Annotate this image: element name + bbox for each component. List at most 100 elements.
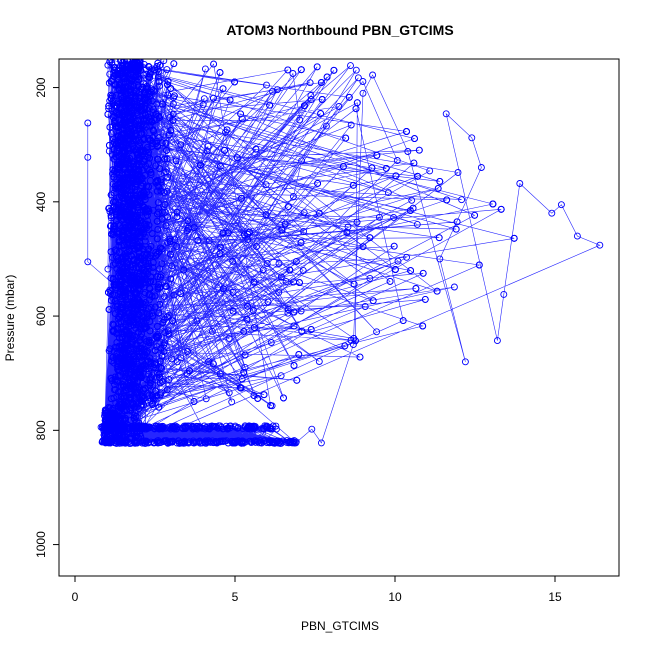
data-point: [255, 439, 263, 447]
data-point: [132, 236, 139, 244]
data-point: [144, 358, 152, 366]
data-point: [116, 310, 124, 318]
data-point: [148, 97, 156, 105]
data-point: [116, 313, 124, 321]
data-point: [298, 327, 306, 335]
data-point: [127, 311, 135, 319]
data-point: [194, 236, 202, 244]
data-point: [247, 439, 255, 447]
data-point: [135, 264, 143, 272]
data-point: [135, 166, 143, 174]
data-point: [132, 136, 140, 144]
data-point: [164, 91, 172, 99]
data-point: [149, 312, 157, 320]
data-point: [267, 339, 275, 346]
data-point: [226, 96, 234, 104]
data-point: [134, 256, 142, 264]
data-point: [190, 224, 198, 232]
data-point: [356, 353, 364, 361]
data-point: [124, 59, 132, 65]
data-point: [161, 155, 169, 163]
data-point: [130, 403, 138, 411]
data-point: [105, 424, 113, 432]
y-tick-label: 600: [34, 306, 48, 326]
data-point: [155, 204, 162, 212]
data-point: [165, 131, 173, 139]
data-point: [111, 291, 119, 299]
data-point: [369, 297, 377, 305]
data-point: [315, 209, 323, 217]
data-point: [117, 189, 125, 197]
data-point: [297, 239, 305, 247]
data-point: [131, 73, 139, 81]
data-point: [415, 146, 423, 154]
data-point: [162, 139, 170, 147]
data-point: [173, 242, 181, 250]
x-tick-label: 10: [388, 590, 402, 604]
data-point: [266, 101, 274, 109]
data-point: [201, 439, 209, 447]
data-point: [145, 63, 153, 70]
data-point: [107, 395, 115, 403]
data-point: [161, 329, 169, 336]
data-point: [153, 392, 160, 400]
data-point: [237, 110, 245, 118]
data-point: [238, 375, 246, 383]
x-tick-label: 5: [232, 590, 239, 604]
data-point: [250, 425, 258, 433]
data-point: [193, 317, 201, 325]
data-point: [278, 226, 286, 234]
data-point: [216, 69, 224, 76]
data-point: [173, 358, 181, 366]
data-point: [404, 148, 412, 155]
data-point: [259, 266, 267, 274]
y-tick-label: 200: [34, 77, 48, 97]
data-point: [284, 203, 292, 211]
data-point: [106, 123, 114, 131]
data-point: [135, 367, 143, 375]
data-point: [368, 164, 376, 172]
data-point: [116, 401, 124, 409]
data-point: [366, 234, 374, 242]
data-point: [253, 243, 261, 251]
data-point: [119, 215, 127, 223]
data-point: [155, 309, 163, 317]
data-point: [142, 424, 150, 431]
data-point: [124, 144, 132, 152]
data-point: [137, 129, 145, 137]
data-point: [205, 237, 213, 245]
data-point: [112, 71, 120, 78]
data-point: [287, 437, 295, 445]
data-point: [114, 365, 122, 373]
data-point: [167, 275, 175, 283]
data-point: [158, 365, 165, 373]
data-point: [158, 208, 166, 216]
data-point: [124, 191, 131, 199]
data-point: [435, 234, 443, 242]
data-point: [290, 308, 298, 316]
data-point: [107, 248, 115, 256]
data-point: [129, 400, 137, 408]
data-point: [112, 80, 119, 88]
data-point: [113, 103, 121, 110]
data-point: [292, 439, 300, 447]
data-point: [148, 142, 156, 150]
data-point: [136, 197, 144, 205]
data-point: [115, 64, 123, 72]
data-point: [373, 328, 381, 336]
data-point: [209, 360, 217, 368]
data-point: [132, 321, 140, 328]
data-point: [145, 159, 153, 167]
data-point: [84, 153, 92, 161]
data-point: [339, 163, 347, 171]
data-point: [169, 116, 177, 124]
data-point: [146, 115, 154, 123]
data-point: [229, 307, 237, 315]
data-point: [260, 425, 268, 433]
data-point: [272, 422, 280, 430]
data-point: [369, 71, 377, 79]
data-point: [164, 173, 172, 181]
data-point: [277, 439, 285, 447]
data-point: [105, 404, 113, 411]
data-point: [274, 439, 282, 447]
